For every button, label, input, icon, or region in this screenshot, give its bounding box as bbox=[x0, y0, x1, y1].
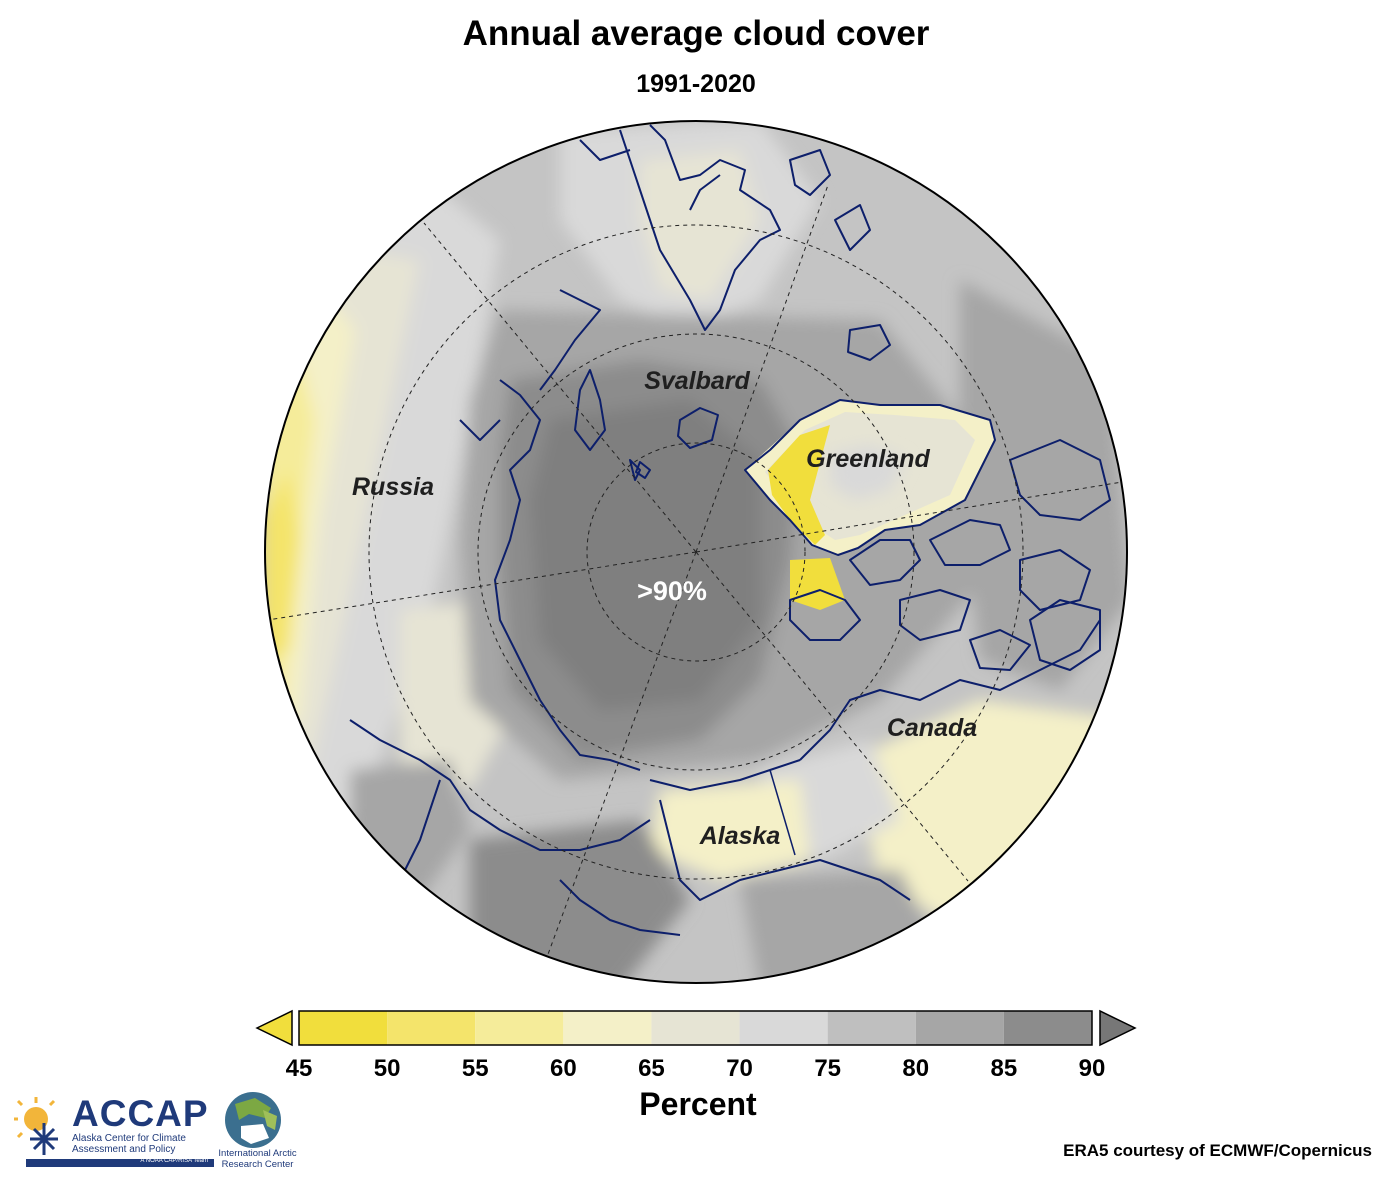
iarc-name: International Arctic Research Center bbox=[218, 1148, 297, 1170]
accap-wordmark: ACCAP bbox=[72, 1093, 209, 1134]
colorbar-bin-75-80 bbox=[827, 1011, 916, 1045]
cloud-field bbox=[265, 121, 1127, 983]
chart-title: Annual average cloud cover bbox=[462, 14, 930, 53]
data-credit: ERA5 courtesy of ECMWF/Copernicus bbox=[1063, 1141, 1372, 1160]
accap-tagline: A NOAA CAP/RISA Team bbox=[140, 1158, 208, 1164]
chart-subtitle: 1991-2020 bbox=[636, 70, 756, 98]
colorbar-bin-45-50 bbox=[299, 1011, 388, 1045]
accap-tagline-bar: A NOAA CAP/RISA Team bbox=[26, 1158, 214, 1167]
label-svalbard: Svalbard bbox=[644, 367, 750, 395]
colorbar-tick-label: 85 bbox=[991, 1055, 1018, 1082]
colorbar-tick-label: 55 bbox=[462, 1055, 489, 1082]
label-russia: Russia bbox=[352, 473, 434, 501]
label-alaska: Alaska bbox=[699, 822, 781, 850]
colorbar-bin-80-85 bbox=[915, 1011, 1004, 1045]
label-greenland: Greenland bbox=[806, 445, 930, 473]
colorbar-bin-60-65 bbox=[563, 1011, 652, 1045]
colorbar-tick-label: 80 bbox=[902, 1055, 929, 1082]
colorbar-over-arrow bbox=[1099, 1009, 1137, 1047]
graticule bbox=[267, 184, 1123, 958]
coastlines bbox=[349, 124, 1111, 936]
colorbar-bin-55-60 bbox=[475, 1011, 564, 1045]
colorbar-under-arrow bbox=[255, 1009, 293, 1047]
colorbar-bin-85-90 bbox=[1003, 1011, 1092, 1045]
colorbar-tick-label: 90 bbox=[1079, 1055, 1106, 1082]
colorbar-title: Percent bbox=[639, 1086, 757, 1122]
greenland-field bbox=[745, 400, 995, 610]
iarc-logo: International Arctic Research Center bbox=[205, 1090, 310, 1180]
colorbar-tick-label: 45 bbox=[286, 1055, 313, 1082]
colorbar-tick-label: 60 bbox=[550, 1055, 577, 1082]
colorbar-bin-65-70 bbox=[651, 1011, 740, 1045]
colorbar-tick-label: 50 bbox=[374, 1055, 401, 1082]
colorbar-tick-label: 65 bbox=[638, 1055, 665, 1082]
colorbar-tick-label: 75 bbox=[814, 1055, 841, 1082]
colorbar-tick-label: 70 bbox=[726, 1055, 753, 1082]
globe-icon bbox=[225, 1092, 281, 1148]
label-pole-value: >90% bbox=[637, 576, 707, 606]
accap-subtitle: Alaska Center for Climate Assessment and… bbox=[72, 1133, 186, 1155]
colorbar-frame bbox=[298, 1010, 1093, 1046]
map-boundary bbox=[264, 120, 1128, 984]
label-canada: Canada bbox=[887, 714, 977, 742]
colorbar-bin-50-55 bbox=[387, 1011, 476, 1045]
sun-snowflake-icon bbox=[14, 1097, 58, 1155]
colorbar: 45 50 55 60 65 70 75 80 85 90 Percent bbox=[255, 1009, 1137, 1122]
accap-logo: ACCAP Alaska Center for Climate Assessme… bbox=[12, 1093, 214, 1171]
colorbar-bin-70-75 bbox=[739, 1011, 828, 1045]
